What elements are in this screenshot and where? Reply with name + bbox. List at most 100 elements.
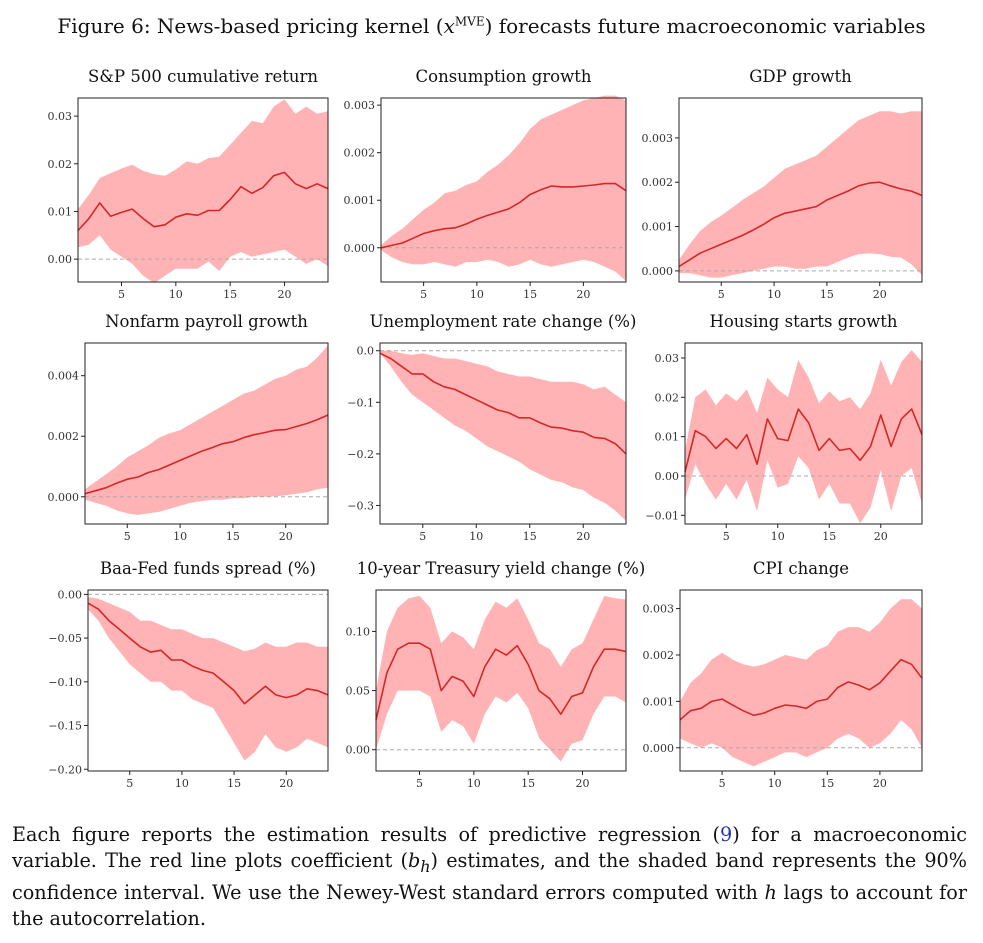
plot-frame	[679, 589, 923, 772]
x-tick-label: 10	[467, 777, 481, 790]
chart-panel-7: Baa-Fed funds spread (%) 5 10 15 20 0.00 −0.05…	[48, 559, 329, 790]
x-tick-label: 20	[873, 288, 887, 301]
y-tick-label: 0.003	[642, 132, 674, 145]
y-tick-label: 0.001	[642, 221, 674, 234]
plot-frame	[380, 97, 627, 283]
y-tick-label: 0.002	[643, 649, 675, 662]
y-tick-label: 0.000	[344, 242, 376, 255]
chart-panel-2: Consumption growth 5 10 15 20 0.000 0.001 0.002…	[344, 67, 627, 301]
panel-title: Housing starts growth	[709, 312, 897, 331]
y-tick-label: 0.00	[346, 744, 371, 757]
y-tick-label: −0.2	[347, 448, 374, 461]
confidence-band	[685, 350, 922, 524]
x-tick-label: 15	[226, 530, 240, 543]
caption-coefficient-symbol: b	[407, 849, 421, 872]
confidence-band	[381, 95, 626, 281]
chart-panel-4: Nonfarm payroll growth 5 10 15 20 0.000 0.002 0…	[48, 312, 329, 543]
x-tick-label: 20	[873, 777, 887, 790]
y-tick-label: −0.1	[347, 396, 374, 409]
plot-frame	[87, 589, 329, 772]
caption-text-2: ) for a macroeconomic variable. The red …	[12, 823, 967, 872]
caption-lag-symbol: h	[764, 880, 777, 904]
y-tick-label: 0.002	[48, 430, 80, 443]
y-tick-label: 0.00	[58, 588, 83, 601]
coefficient-estimate-line	[679, 658, 923, 721]
figure-title: Figure 6: News-based pricing kernel (xMV…	[0, 14, 983, 38]
y-tick-label: −0.05	[48, 632, 82, 645]
caption-text-1: Each figure reports the estimation resul…	[12, 823, 720, 846]
chart-panel-1: S&P 500 cumulative return 5 10 15 20 0.00 0.01…	[48, 67, 329, 301]
y-tick-label: −0.15	[48, 720, 82, 733]
coefficient-estimate-line	[379, 352, 627, 455]
y-tick-label: −0.3	[347, 499, 374, 512]
plot-frame	[375, 589, 627, 772]
x-tick-label: 20	[576, 288, 590, 301]
plot-frame	[379, 342, 627, 525]
panel-title: CPI change	[753, 559, 849, 578]
plot-frame	[678, 97, 923, 283]
coefficient-estimate-line	[87, 602, 329, 705]
x-tick-label: 10	[173, 530, 187, 543]
x-tick-label: 5	[416, 777, 423, 790]
y-tick-label: 0.001	[344, 194, 376, 207]
plot-frame	[684, 342, 923, 525]
confidence-band	[78, 99, 328, 284]
confidence-band	[88, 597, 328, 761]
chart-panel-5: Unemployment rate change (%) 5 10 15 20 0.0 −0…	[347, 312, 636, 543]
panel-title: Consumption growth	[416, 67, 592, 86]
chart-panel-6: Housing starts growth 5 10 15 20 −0.01 0.00 0.0…	[645, 312, 923, 543]
coefficient-estimate-line	[684, 408, 923, 473]
panel-title: GDP growth	[749, 67, 852, 86]
x-tick-label: 10	[767, 288, 781, 301]
figure-caption: Each figure reports the estimation resul…	[12, 822, 967, 932]
y-tick-label: 0.02	[655, 391, 680, 404]
confidence-band	[376, 595, 626, 762]
x-tick-label: 5	[419, 530, 426, 543]
x-tick-label: 15	[822, 530, 836, 543]
x-tick-label: 10	[169, 288, 183, 301]
y-tick-label: 0.003	[643, 603, 675, 616]
caption-text-3: ) estimates, and the shaded band represe…	[12, 849, 967, 904]
x-tick-label: 15	[820, 288, 834, 301]
figure-title-prefix: Figure 6: News-based pricing kernel (	[57, 14, 444, 38]
caption-coefficient-subscript: h	[420, 856, 431, 876]
y-tick-label: 0.004	[48, 370, 80, 383]
chart-panel-9: CPI change 5 10 15 20 0.000 0.001 0.002 0.003	[643, 559, 923, 790]
panel-title: 10-year Treasury yield change (%)	[357, 559, 646, 578]
plot-frame	[84, 342, 329, 525]
y-tick-label: 0.00	[48, 253, 73, 266]
y-tick-label: 0.000	[48, 491, 80, 504]
y-tick-label: 0.001	[643, 695, 675, 708]
x-tick-label: 15	[227, 777, 241, 790]
figure-title-superscript: MVE	[454, 14, 485, 29]
chart-panel-8: 10-year Treasury yield change (%) 5 10 15 20…	[346, 559, 646, 790]
x-tick-label: 10	[469, 530, 483, 543]
y-tick-label: 0.10	[346, 625, 371, 638]
caption-text-4: lags to account for the autocorrelation.	[12, 880, 967, 930]
panel-title: Nonfarm payroll growth	[105, 312, 308, 331]
y-tick-label: 0.05	[346, 685, 371, 698]
equation-reference-link[interactable]: 9	[720, 823, 733, 846]
x-tick-label: 20	[279, 530, 293, 543]
y-tick-label: −0.10	[48, 676, 82, 689]
y-tick-label: 0.003	[344, 99, 376, 112]
y-tick-label: 0.01	[655, 431, 680, 444]
x-tick-label: 15	[523, 530, 537, 543]
y-tick-label: 0.01	[48, 205, 73, 218]
y-tick-label: 0.00	[655, 470, 680, 483]
x-tick-label: 20	[576, 777, 590, 790]
coefficient-estimate-line	[375, 642, 627, 721]
x-tick-label: 15	[223, 288, 237, 301]
y-tick-label: −0.01	[645, 509, 679, 522]
x-tick-label: 5	[118, 288, 125, 301]
confidence-band	[85, 345, 328, 515]
figure-title-suffix: ) forecasts future macroeconomic variabl…	[484, 14, 926, 38]
x-tick-label: 20	[279, 777, 293, 790]
panel-title: S&P 500 cumulative return	[88, 67, 318, 86]
x-tick-label: 5	[718, 288, 725, 301]
chart-panel-3: GDP growth 5 10 15 20 0.000 0.001 0.002 0.003	[642, 67, 923, 301]
y-tick-label: 0.0	[357, 345, 375, 358]
panel-title: Unemployment rate change (%)	[370, 312, 637, 331]
x-tick-label: 20	[278, 288, 292, 301]
x-tick-label: 15	[820, 777, 834, 790]
